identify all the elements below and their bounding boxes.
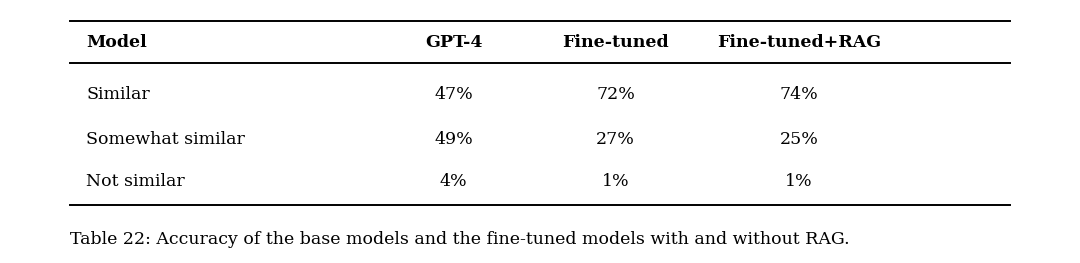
Text: 4%: 4% — [440, 173, 468, 190]
Text: Similar: Similar — [86, 86, 150, 103]
Text: 25%: 25% — [780, 131, 819, 148]
Text: GPT-4: GPT-4 — [424, 34, 483, 50]
Text: Not similar: Not similar — [86, 173, 185, 190]
Text: 47%: 47% — [434, 86, 473, 103]
Text: 72%: 72% — [596, 86, 635, 103]
Text: 49%: 49% — [434, 131, 473, 148]
Text: Somewhat similar: Somewhat similar — [86, 131, 245, 148]
Text: 1%: 1% — [785, 173, 813, 190]
Text: 27%: 27% — [596, 131, 635, 148]
Text: 74%: 74% — [780, 86, 819, 103]
Text: Fine-tuned+RAG: Fine-tuned+RAG — [717, 34, 881, 50]
Text: Fine-tuned: Fine-tuned — [563, 34, 669, 50]
Text: Model: Model — [86, 34, 147, 50]
Text: Table 22: Accuracy of the base models and the fine-tuned models with and without: Table 22: Accuracy of the base models an… — [70, 231, 850, 248]
Text: 1%: 1% — [602, 173, 630, 190]
